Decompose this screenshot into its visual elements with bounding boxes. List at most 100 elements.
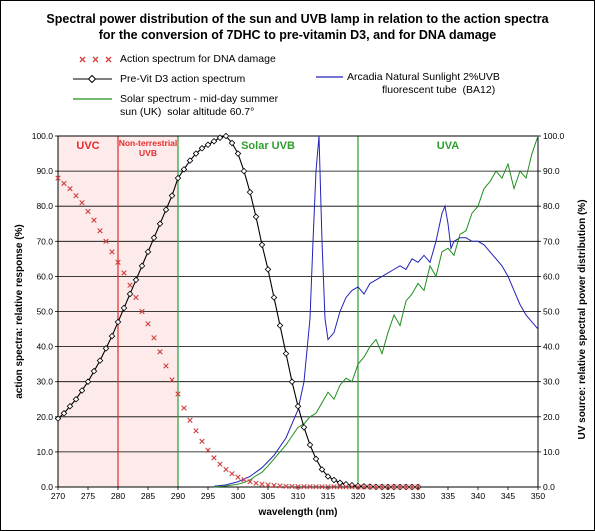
dna-point <box>163 363 169 369</box>
region-label-nonterrestrial-line2: UVB <box>139 148 157 158</box>
region-label-uvc: UVC <box>76 140 99 152</box>
x-tick-label: 335 <box>441 491 455 501</box>
dna-point <box>307 484 313 490</box>
dna-point <box>391 484 397 490</box>
previt-point <box>252 213 260 220</box>
previt-point <box>162 206 170 213</box>
dna-point <box>127 282 133 288</box>
y-axis-left-title: action spectra: relative response (%) <box>14 224 25 399</box>
legend-lamp-label-1: Arcadia Natural Sunlight 2%UVB <box>347 71 500 83</box>
x-tick-label: 285 <box>141 491 155 501</box>
series-line-2 <box>213 135 539 488</box>
previt-point <box>138 262 146 270</box>
previt-point <box>54 415 62 422</box>
x-tick-label: 325 <box>381 491 395 501</box>
x-tick-label: 270 <box>51 491 65 501</box>
y-right-tick-label: 0.0 <box>543 482 555 492</box>
dna-point <box>253 480 259 486</box>
dna-point <box>109 249 115 255</box>
legend-previt-label: Pre-Vit D3 action spectrum <box>120 73 246 85</box>
previt-point <box>276 322 284 329</box>
previt-point <box>60 410 68 417</box>
previt-point <box>180 166 188 173</box>
region-label-solar-uvb: Solar UVB <box>241 140 295 152</box>
dna-point <box>247 479 253 485</box>
dna-point <box>337 484 343 490</box>
dna-point <box>379 484 385 490</box>
dna-point <box>325 484 331 490</box>
dna-point <box>415 484 421 490</box>
dna-point <box>235 474 241 480</box>
legend-dna-label: Action spectrum for DNA damage <box>120 53 276 65</box>
previt-point <box>306 441 314 449</box>
x-tick-label: 320 <box>351 491 365 501</box>
legend-solar-label-1: Solar spectrum - mid-day summer <box>120 93 279 105</box>
previt-point <box>258 241 266 249</box>
dna-point <box>295 483 301 490</box>
dna-point <box>241 476 247 483</box>
dna-point <box>223 466 229 473</box>
previt-point <box>330 476 338 484</box>
dna-point <box>397 484 403 490</box>
y-left-tick-label: 90.0 <box>36 166 53 176</box>
y-left-tick-label: 10.0 <box>36 447 53 457</box>
previt-point <box>126 290 134 298</box>
y-right-tick-label: 90.0 <box>543 166 560 176</box>
dna-point <box>67 185 73 192</box>
dna-point <box>349 484 355 490</box>
dna-point <box>331 484 337 490</box>
y-right-tick-label: 20.0 <box>543 412 560 422</box>
y-left-tick-label: 80.0 <box>36 201 53 211</box>
dna-point <box>193 428 199 434</box>
x-tick-label: 295 <box>201 491 215 501</box>
dna-point <box>145 321 151 327</box>
dna-point <box>313 484 319 490</box>
dna-point <box>283 483 289 489</box>
dna-point <box>139 308 145 315</box>
previt-point <box>102 345 110 352</box>
dna-point <box>181 405 187 411</box>
previt-point <box>108 332 116 340</box>
dna-point <box>115 259 121 266</box>
x-tick-label: 310 <box>291 491 305 501</box>
previt-point <box>324 473 332 480</box>
y-right-tick-label: 60.0 <box>543 271 560 281</box>
previt-point <box>198 145 206 152</box>
legend-previt-marker <box>73 74 112 84</box>
dna-point <box>205 447 211 453</box>
dna-point <box>217 461 223 467</box>
previt-point <box>288 378 296 385</box>
previt-point <box>114 318 122 326</box>
dna-point <box>289 483 295 490</box>
dna-point <box>169 377 175 383</box>
previt-point <box>216 134 224 142</box>
dna-point <box>151 335 157 341</box>
x-axis-title: wavelength (nm) <box>258 507 338 518</box>
region-label-uva: UVA <box>437 140 459 152</box>
y-right-tick-label: 30.0 <box>543 377 560 387</box>
dna-point <box>277 483 283 489</box>
dna-point <box>361 484 367 490</box>
dna-point <box>403 484 409 490</box>
y-right-tick-label: 70.0 <box>543 236 560 246</box>
previt-point <box>174 174 182 182</box>
dna-point <box>367 484 373 490</box>
dna-point <box>97 228 103 234</box>
dna-point <box>103 238 109 244</box>
region-boundaries <box>117 136 359 487</box>
y-left-tick-label: 70.0 <box>36 236 53 246</box>
previt-point <box>90 367 98 375</box>
y-left-tick-label: 60.0 <box>36 271 53 281</box>
dna-point <box>55 175 61 181</box>
previt-point <box>294 403 302 410</box>
dna-point <box>211 455 217 461</box>
previt-point <box>342 480 350 488</box>
dna-point <box>121 270 127 276</box>
x-tick-label: 315 <box>321 491 335 501</box>
data-series <box>54 132 539 491</box>
x-tick-label: 340 <box>471 491 485 501</box>
chart-title-line1: Spectral power distribution of the sun a… <box>46 12 549 26</box>
dna-point <box>199 438 205 445</box>
previt-point <box>66 403 74 410</box>
